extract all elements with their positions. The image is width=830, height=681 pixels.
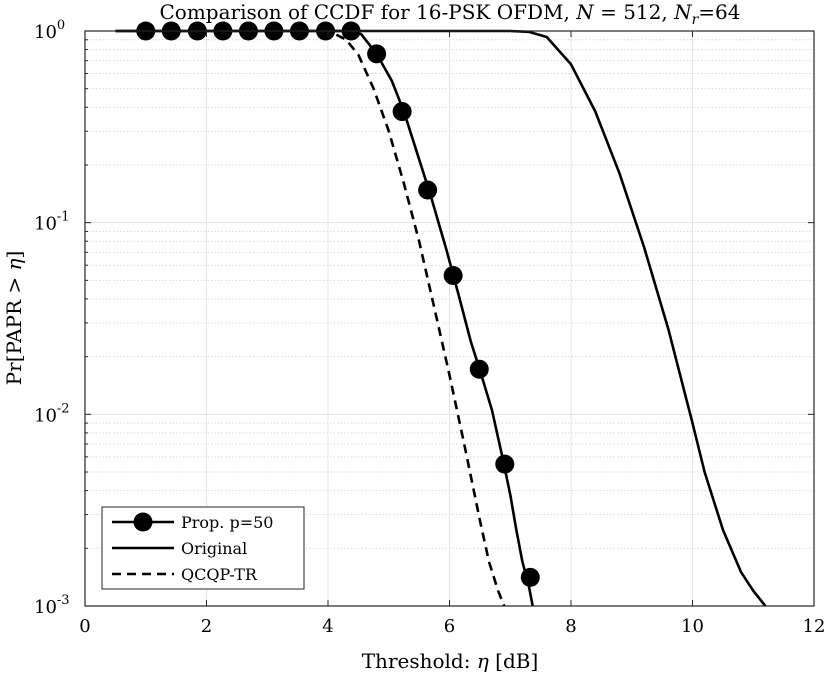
y-tick-label-exponent: -1 [57,210,70,225]
y-tick-label-base: 10 [34,405,57,426]
series-marker [520,567,540,587]
y-tick-label-base: 10 [34,22,57,43]
y-tick-label-base: 10 [34,597,57,618]
x-axis-label: Threshold: η [dB] [362,649,539,673]
series-marker [367,44,387,64]
x-tick-label: 2 [201,616,212,637]
y-tick-label: 10-2 [34,401,70,426]
y-tick-label: 10-1 [34,210,70,235]
series-marker [392,102,412,122]
y-tick-label-exponent: 0 [57,18,65,33]
series-line-1 [115,29,767,607]
title-n-symbol: N [575,0,595,24]
y-tick-label: 10-3 [34,593,70,618]
legend-label: QCQP-TR [181,565,258,584]
y-axis-label: Pr[PAPR > η] [2,251,26,386]
title-nr-subscript: r [692,12,700,28]
y-tick-label-exponent: -2 [57,401,70,416]
legend-swatch-marker [133,512,153,532]
legend: Prop. p=50 Original QCQP-TR [101,506,305,590]
x-axis-label-pre: Threshold: [362,649,477,673]
series-layer [115,21,767,607]
x-tick-label: 8 [565,616,576,637]
title-prefix: Comparison of CCDF for 16-PSK OFDM, [159,0,576,24]
chart-title: Comparison of CCDF for 16-PSK OFDM, N = … [159,0,740,28]
legend-label: Prop. p=50 [181,513,273,532]
y-axis-label-post: ] [2,251,26,259]
x-axis-label-post: [dB] [489,649,538,673]
x-tick-label: 10 [681,616,704,637]
series-marker [418,180,438,200]
series-marker [469,359,489,379]
x-tick-label: 4 [322,616,333,637]
y-tick-label-exponent: -3 [57,593,70,608]
x-tick-label: 12 [803,616,826,637]
series-marker [495,454,515,474]
title-nr-symbol: N [673,0,693,24]
x-axis-label-eta: η [477,649,489,673]
title-n-value: = 512, [594,0,674,24]
x-tick-label: 6 [444,616,455,637]
title-nr-value: =64 [698,0,740,24]
y-axis-label-pre: Pr[PAPR > [2,270,26,385]
y-tick-label: 100 [34,18,65,43]
series-marker [443,266,463,286]
legend-label: Original [181,539,247,558]
x-tick-label: 0 [79,616,90,637]
y-axis-label-eta: η [2,258,26,270]
series-line-2 [321,29,506,607]
y-tick-label-base: 10 [34,214,57,235]
